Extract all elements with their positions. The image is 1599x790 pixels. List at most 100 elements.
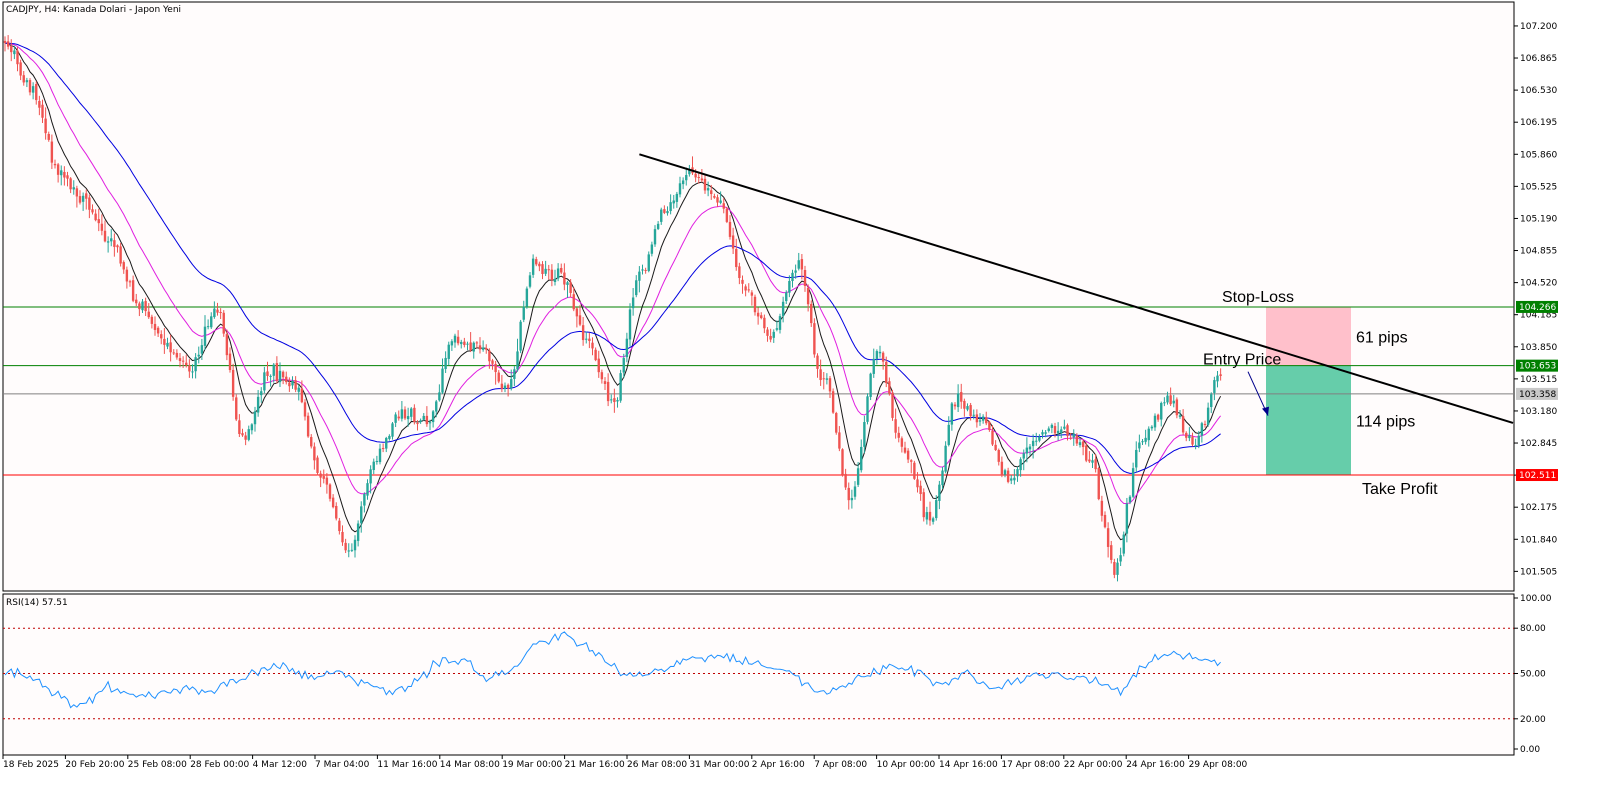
stop-loss-label: Stop-Loss [1222,289,1294,306]
candle-body [166,342,169,347]
candle-body [894,419,897,433]
candle-body [385,437,388,449]
candle-body [303,402,307,417]
time-tick-label: 4 Mar 12:00 [253,760,308,770]
price-axis: 107.200 106.865 106.530 106.195 105.860 105.5… [1514,22,1557,577]
candle-body [1156,414,1160,420]
candle-body [1116,562,1119,575]
candle-body [769,335,772,340]
candle-body [1041,432,1044,435]
candle-body [138,303,141,310]
candle-body [1122,534,1125,554]
candle-body [53,163,57,166]
entry-price-tag [1516,359,1558,372]
candle-body [375,460,379,462]
candle-body [525,288,529,307]
candle-body [916,479,919,488]
rsi-tick-label: 100.00 [1520,594,1552,604]
entry-price-label: Entry Price [1203,352,1281,369]
candle-body [1069,437,1072,439]
time-tick-label: 2 Apr 16:00 [752,760,805,770]
take-profit-price-tag [1516,469,1558,482]
time-tick-label: 14 Apr 16:00 [939,760,998,770]
candle-body [313,446,316,461]
candle-body [119,246,122,264]
candle-body [1097,468,1100,500]
candle-body [1169,395,1172,405]
candle-body [225,334,229,356]
candle-body [1210,394,1213,408]
candle-body [731,235,735,249]
price-tick-label: 106.530 [1520,86,1557,96]
candle-body [1044,432,1047,434]
candle-body [550,269,554,281]
candle-body [1113,561,1116,575]
candle-body [781,301,785,316]
candle-body [66,175,69,179]
time-tick-label: 19 Mar 00:00 [502,760,562,770]
candle-body [1166,395,1169,403]
candle-body [1063,426,1066,429]
candle-body [716,197,719,203]
candle-body [1072,434,1075,438]
horizontal-levels[interactable] [3,306,1514,476]
candle-body [113,240,116,247]
candle-body [194,357,197,372]
candle-body [1056,430,1060,434]
candle-body [94,213,97,221]
candle-body [106,241,110,243]
candle-body [1006,470,1010,482]
candle-body [1025,447,1029,454]
candle-body [1191,436,1194,445]
candle-body [125,269,129,282]
candle-body [425,415,429,425]
chart-title: CADJPY, H4: Kanada Dolari - Japon Yeni [6,5,181,15]
candle-body [994,444,997,450]
time-tick-label: 29 Apr 08:00 [1189,760,1248,770]
candle-body [719,200,722,203]
resistance-trendline [639,153,1514,424]
candle-body [372,461,375,471]
candle-body [91,209,94,213]
candle-body [747,289,750,291]
candle-body [828,378,832,392]
candle-body [1119,555,1122,562]
candle-body [1081,441,1085,448]
candle-body [1010,478,1013,481]
candle-body [841,449,844,475]
take-profit-label: Take Profit [1362,481,1438,498]
candle-body [347,550,350,552]
candle-body [10,46,13,53]
price-tick-label: 102.845 [1520,439,1557,449]
candle-body [175,352,179,358]
candle-body [69,178,72,190]
candle-body [1150,426,1154,429]
candle-body [694,173,697,178]
time-tick-label: 11 Mar 16:00 [377,760,437,770]
candle-body [703,178,707,191]
candle-body [435,401,438,412]
price-panel[interactable] [2,1,1515,592]
candle-body [16,50,19,65]
rsi-tick-label: 80.00 [1520,624,1546,634]
candle-body [997,449,1000,462]
rsi-panel[interactable] [2,593,1515,756]
candle-body [1181,416,1185,433]
candle-body [1216,375,1219,382]
candle-body [1031,440,1035,447]
candle-body [247,429,250,440]
candle-body [972,414,975,416]
candle-body [647,254,650,271]
candle-body [650,244,654,254]
candle-body [872,358,875,374]
trendline-group[interactable] [639,153,1514,424]
candle-body [675,193,679,202]
candle-body [1050,424,1054,428]
candle-body [447,344,450,359]
candle-body [28,80,32,93]
candle-body [656,223,660,229]
candle-body [128,281,132,283]
candle-body [388,435,391,439]
candle-body [585,338,588,340]
candle-body [1203,423,1207,425]
